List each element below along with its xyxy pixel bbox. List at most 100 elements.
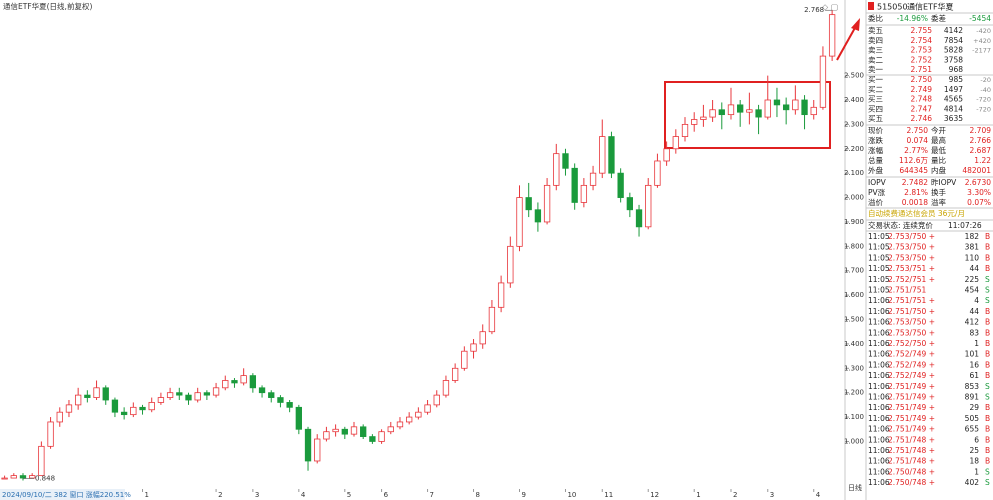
tick-side: S (985, 393, 990, 402)
candle-body (709, 109, 716, 118)
tick-time: 11:05 (868, 232, 890, 241)
toolbar-icons[interactable]: ◇ ▢ (822, 3, 838, 12)
candle-body (268, 392, 275, 398)
x-tick-label: 2 (218, 491, 222, 499)
book-price: 2.746 (911, 114, 933, 123)
x-tick-label: 12 (650, 491, 659, 499)
book-volume: 3758 (944, 55, 963, 64)
tick-price: 2.752/751 + (888, 275, 935, 284)
tick-volume: 225 (965, 275, 980, 284)
candle-body (746, 109, 753, 113)
tick-price: 2.750/748 + (888, 467, 935, 476)
tick-price: 2.753/751 + (888, 264, 935, 273)
tick-volume: 44 (969, 307, 979, 316)
stat-value: 2.750 (907, 126, 929, 135)
candle-body (525, 197, 532, 211)
book-label: 卖二 (868, 55, 883, 64)
tick-price: 2.751/751 + (888, 296, 935, 305)
candle-body (424, 404, 431, 413)
tick-volume: 101 (965, 350, 980, 359)
candle-body (461, 350, 468, 369)
book-label: 卖五 (868, 26, 883, 35)
highlight-box (664, 81, 831, 149)
stat-value: 2.709 (970, 126, 992, 135)
candle-body (562, 153, 569, 169)
book-price: 2.749 (911, 85, 933, 94)
tick-side: B (985, 414, 990, 423)
book-change: +420 (973, 37, 991, 45)
candle-body (249, 375, 257, 389)
tick-time: 11:05 (868, 253, 890, 262)
candle-body (387, 426, 394, 433)
candle-body (332, 428, 339, 433)
tick-price: 2.752/749 + (888, 360, 935, 369)
candle-body (755, 109, 762, 118)
y-tick-label: 2.300 (844, 120, 864, 128)
book-label: 买二 (868, 85, 883, 94)
stat-value: 1.22 (974, 156, 991, 165)
y-tick-label: 2.400 (844, 96, 864, 104)
stat-label: 昨IOPV (931, 177, 957, 187)
candle-body (727, 104, 735, 116)
tick-side: S (985, 296, 990, 305)
tick-price: 2.751/749 + (888, 393, 935, 402)
stat-label: 溢率 (931, 197, 946, 207)
candle-body (38, 445, 45, 477)
y-tick-label: 1.600 (844, 291, 864, 299)
tick-price: 2.751/748 + (888, 457, 935, 466)
tick-side: S (985, 275, 990, 284)
candle-body (203, 392, 211, 396)
chart-title: 通信ETF华夏(日线,前复权) (3, 1, 92, 11)
book-volume: 1497 (944, 85, 963, 94)
stat-label: 外盘 (868, 165, 883, 175)
book-volume: 5828 (944, 46, 963, 55)
tick-volume: 853 (965, 382, 980, 391)
candle-body (635, 209, 643, 228)
stat-label: IOPV (868, 178, 887, 187)
tick-volume: 182 (965, 232, 980, 241)
x-tick-label: 6 (384, 491, 389, 499)
tick-side: S (985, 467, 990, 476)
tick-side: B (985, 339, 990, 348)
candle-body (488, 306, 496, 333)
tick-time: 11:06 (868, 435, 890, 444)
value: -14.96% (897, 14, 928, 23)
tick-side: B (985, 243, 990, 252)
candle-body (166, 392, 174, 398)
tick-time: 11:06 (868, 446, 890, 455)
candle-body (479, 331, 486, 345)
book-price: 2.751 (911, 65, 933, 74)
x-tick-label: 3 (770, 491, 774, 499)
min-label: 0.848 (35, 475, 55, 483)
tick-volume: 1 (974, 467, 979, 476)
y-tick-label: 1.200 (844, 389, 864, 397)
candle-body (589, 172, 597, 186)
candle-body (314, 438, 321, 462)
book-label: 买四 (868, 104, 883, 113)
tick-price: 2.753/750 + (888, 243, 935, 252)
tick-time: 11:06 (868, 350, 890, 359)
tick-volume: 402 (965, 478, 980, 487)
candle-body (773, 99, 781, 106)
candle-body (304, 428, 312, 462)
tick-volume: 25 (969, 446, 979, 455)
book-price: 2.747 (911, 104, 933, 113)
tick-price: 2.753/750 + (888, 232, 935, 241)
candle-body (120, 411, 128, 416)
tick-time: 11:06 (868, 467, 890, 476)
candle-body (130, 406, 137, 416)
candle-body (295, 406, 302, 430)
book-change: -720 (976, 96, 991, 104)
y-tick-label: 1.700 (844, 267, 864, 275)
stat-value: 482001 (962, 166, 991, 175)
candle-body (626, 197, 634, 211)
candle-body (1, 477, 8, 480)
y-tick-label: 1.100 (844, 413, 864, 421)
candle-body (571, 167, 578, 203)
candle-body (148, 402, 155, 411)
book-price: 2.755 (911, 26, 933, 35)
tick-volume: 1 (974, 339, 979, 348)
label: 委比 (868, 13, 883, 23)
book-price: 2.753 (911, 46, 933, 55)
stock-code: 515050 (877, 3, 908, 12)
